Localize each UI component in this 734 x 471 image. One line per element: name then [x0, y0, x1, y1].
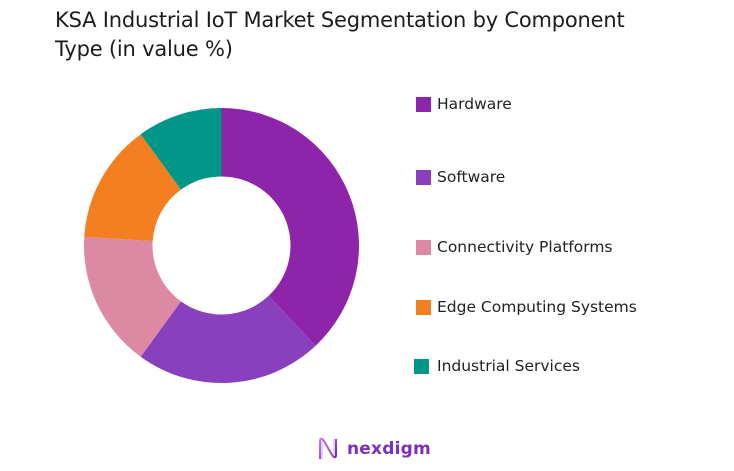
- legend-label-connectivity-platforms: Connectivity Platforms: [437, 238, 613, 256]
- chart-legend: Hardware Software Connectivity Platforms…: [414, 0, 716, 471]
- legend-label-industrial-services: Industrial Services: [437, 357, 580, 375]
- donut-slice-edge-computing-systems: [84, 134, 181, 242]
- nexdigm-logo: nexdigm: [318, 437, 431, 461]
- legend-item-hardware: Hardware: [416, 94, 512, 114]
- chart-title-line-1: KSA Industrial IoT Market Segmentation b…: [55, 8, 625, 32]
- legend-item-software: Software: [416, 167, 505, 187]
- legend-label-software: Software: [437, 168, 506, 186]
- donut-slice-industrial-services: [140, 108, 222, 190]
- legend-swatch-hardware: [416, 96, 431, 112]
- chart-title: KSA Industrial IoT Market Segmentation b…: [55, 6, 715, 64]
- nexdigm-wave-icon: [319, 437, 337, 459]
- legend-item-connectivity-platforms: Connectivity Platforms: [416, 237, 613, 257]
- legend-label-edge-computing-systems: Edge Computing Systems: [437, 298, 637, 316]
- nexdigm-logo-text: nexdigm: [347, 439, 431, 459]
- legend-label-hardware: Hardware: [437, 95, 512, 113]
- legend-swatch-industrial-services: [414, 358, 429, 374]
- donut-slice-connectivity-platforms: [84, 236, 181, 357]
- legend-item-industrial-services: Industrial Services: [414, 356, 580, 376]
- legend-swatch-edge-computing-systems: [416, 299, 431, 315]
- donut-slice-software: [140, 295, 316, 383]
- donut-slice-hardware: [221, 108, 359, 346]
- legend-item-edge-computing-systems: Edge Computing Systems: [416, 297, 637, 317]
- chart-title-line-2: Type (in value %): [55, 37, 233, 61]
- legend-swatch-connectivity-platforms: [416, 239, 431, 255]
- legend-swatch-software: [416, 169, 431, 185]
